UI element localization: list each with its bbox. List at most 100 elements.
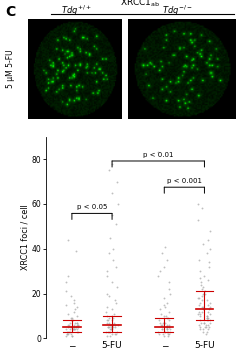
Point — [72, 300, 76, 305]
Point — [198, 275, 202, 281]
Point — [113, 331, 117, 337]
Point — [76, 329, 80, 334]
Point — [200, 286, 204, 292]
Point — [200, 293, 204, 299]
Point — [66, 329, 70, 334]
Point — [158, 306, 162, 312]
Point — [207, 302, 210, 308]
Point — [67, 329, 71, 334]
Point — [65, 331, 69, 337]
Point — [76, 324, 80, 330]
Point — [67, 322, 71, 328]
Point — [166, 331, 170, 337]
Point — [207, 306, 211, 312]
Point — [208, 304, 212, 310]
Point — [105, 304, 109, 310]
Point — [72, 322, 76, 328]
Point — [156, 329, 160, 334]
Point — [208, 320, 212, 325]
Point — [167, 279, 171, 285]
Text: $\mathit{Tdg}^{+/+}$: $\mathit{Tdg}^{+/+}$ — [61, 4, 91, 18]
Point — [165, 329, 168, 334]
Point — [70, 324, 74, 330]
Point — [68, 327, 72, 332]
Point — [107, 167, 111, 173]
Point — [106, 333, 109, 339]
Point — [74, 248, 78, 254]
Point — [72, 297, 76, 303]
Point — [110, 322, 114, 328]
Point — [198, 257, 201, 263]
Point — [66, 331, 70, 337]
Point — [157, 331, 161, 337]
Point — [75, 320, 79, 325]
Point — [70, 333, 74, 339]
Point — [156, 150, 160, 156]
Point — [114, 297, 117, 303]
Point — [204, 324, 208, 330]
Point — [70, 333, 74, 339]
Point — [159, 322, 163, 328]
Point — [108, 235, 112, 240]
Point — [106, 318, 110, 323]
Point — [116, 322, 120, 328]
Point — [71, 327, 75, 332]
Point — [107, 324, 110, 330]
Point — [165, 324, 168, 330]
Point — [115, 284, 119, 290]
Point — [168, 329, 172, 334]
Point — [75, 327, 79, 332]
Point — [157, 318, 161, 323]
Point — [109, 327, 113, 332]
Point — [198, 327, 202, 332]
Point — [163, 329, 167, 334]
Point — [68, 320, 72, 325]
Point — [112, 320, 115, 325]
Point — [162, 295, 166, 301]
Point — [160, 322, 164, 328]
Point — [73, 320, 77, 325]
Point — [161, 331, 165, 337]
Point — [108, 329, 112, 334]
Point — [107, 329, 111, 334]
Point — [66, 311, 70, 317]
Point — [204, 322, 208, 328]
Point — [197, 309, 201, 314]
Text: p < 0.05: p < 0.05 — [77, 204, 107, 210]
Point — [201, 306, 205, 312]
Y-axis label: XRCC1 foci / cell: XRCC1 foci / cell — [20, 205, 29, 270]
Point — [165, 322, 169, 328]
Text: p < 0.01: p < 0.01 — [143, 152, 174, 158]
Point — [196, 217, 200, 222]
Point — [66, 273, 70, 279]
Point — [110, 212, 114, 218]
Point — [107, 322, 111, 328]
Point — [205, 313, 209, 319]
Point — [167, 324, 171, 330]
Point — [64, 333, 67, 339]
Point — [74, 324, 78, 330]
Point — [201, 242, 205, 247]
Point — [104, 329, 108, 334]
Point — [68, 329, 72, 334]
Point — [205, 315, 209, 321]
Point — [167, 324, 171, 330]
Point — [66, 322, 70, 328]
Point — [206, 277, 210, 283]
Point — [64, 327, 68, 332]
Point — [204, 331, 208, 337]
Point — [197, 201, 201, 207]
Point — [197, 295, 201, 301]
Point — [166, 315, 170, 321]
Point — [168, 327, 172, 332]
Point — [105, 291, 109, 297]
Point — [201, 284, 205, 290]
Point — [200, 206, 203, 211]
Point — [65, 329, 68, 334]
Point — [205, 251, 209, 256]
Point — [107, 251, 111, 256]
Text: XRCC1$_{\mathregular{ab}}$: XRCC1$_{\mathregular{ab}}$ — [120, 0, 160, 9]
Point — [198, 300, 202, 305]
Point — [66, 324, 70, 330]
Point — [201, 291, 205, 297]
